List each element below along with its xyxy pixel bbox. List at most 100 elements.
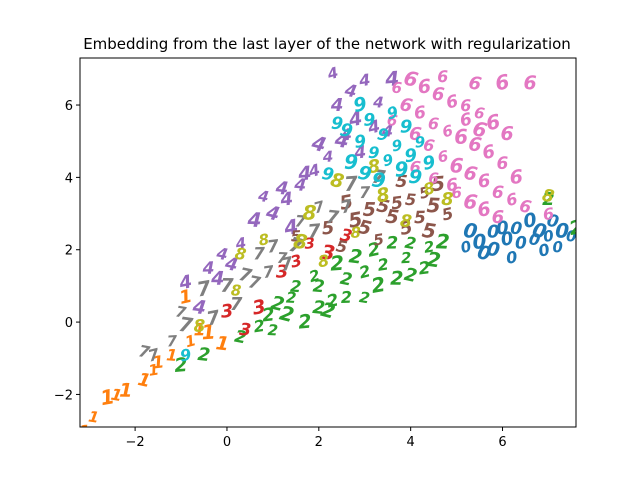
digit-4-point: 4 (278, 188, 294, 210)
digit-1-point: 1 (201, 319, 217, 344)
digit-5-point: 5 (362, 199, 376, 221)
digit-6-point: 6 (398, 94, 415, 117)
digit-6-point: 6 (496, 154, 508, 174)
digit-5-point: 5 (395, 172, 409, 193)
digit-1-point: 1 (193, 320, 205, 340)
axes-frame (79, 57, 577, 428)
y-tick-label: 0 (65, 316, 73, 331)
digit-5-point: 5 (338, 191, 355, 215)
digit-1-point: 1 (109, 385, 123, 406)
x-tick-label: 4 (407, 435, 415, 450)
digit-4-point: 4 (308, 130, 328, 157)
digit-0-point: 0 (566, 227, 577, 246)
digit-7-point: 7 (339, 196, 355, 218)
digit-5-point: 5 (356, 216, 374, 240)
digit-2-point: 2 (277, 301, 296, 328)
digit-6-point: 6 (493, 69, 511, 95)
digit-2-point: 2 (312, 276, 326, 297)
digit-8-point: 8 (193, 317, 205, 337)
digit-1-point: 1 (151, 352, 165, 373)
digit-9-point: 9 (400, 117, 413, 138)
digit-4-point: 4 (246, 208, 262, 233)
digit-4-point: 4 (332, 127, 350, 153)
digit-3-point: 3 (238, 320, 252, 341)
digit-9-point: 9 (407, 166, 423, 189)
digit-6-point: 6 (509, 166, 524, 189)
digit-3-point: 3 (304, 234, 315, 253)
digit-4-point: 4 (365, 117, 382, 139)
digit-9-point: 9 (330, 114, 344, 135)
digit-5-point: 5 (372, 230, 385, 249)
digit-6-point: 6 (437, 67, 449, 86)
digit-5-point: 5 (404, 190, 416, 210)
digit-3-point: 3 (320, 240, 337, 266)
digit-0-point: 0 (527, 229, 541, 250)
digit-0-point: 0 (545, 211, 561, 233)
digit-2-point: 2 (233, 327, 248, 349)
digit-4-point: 4 (281, 214, 300, 240)
digit-7-point: 7 (294, 211, 307, 231)
digit-4-point: 4 (306, 160, 322, 181)
digit-1-point: 1 (87, 407, 100, 426)
digit-6-point: 6 (458, 109, 474, 131)
digit-9-point: 9 (376, 124, 390, 145)
digit-7-point: 7 (359, 183, 372, 202)
digit-6-point: 6 (401, 65, 420, 92)
digit-0-point: 0 (459, 237, 474, 257)
digit-2-point: 2 (269, 292, 287, 316)
digit-6-point: 6 (449, 153, 464, 177)
digit-4-point: 4 (330, 95, 344, 116)
digit-7-point: 7 (195, 275, 213, 301)
digit-8-point: 8 (317, 251, 331, 271)
digit-4-point: 4 (263, 201, 282, 226)
digit-6-point: 6 (440, 121, 455, 141)
digit-3-point: 3 (276, 261, 289, 282)
digit-2-point: 2 (173, 354, 188, 377)
digit-2-point: 2 (369, 272, 387, 298)
digit-0-point: 0 (487, 222, 500, 243)
x-tick-label: 2 (315, 435, 323, 450)
digit-4-point: 4 (340, 125, 353, 144)
digit-6-point: 6 (491, 182, 505, 203)
y-tick-label: 2 (65, 244, 73, 259)
digit-6-point: 6 (428, 169, 439, 188)
digit-6-point: 6 (504, 189, 519, 210)
digit-6-point: 6 (467, 72, 484, 95)
digit-0-point: 0 (475, 241, 493, 265)
digit-8-point: 8 (441, 189, 454, 210)
digit-4-point: 4 (293, 175, 308, 196)
digit-6-point: 6 (523, 72, 537, 94)
digit-7-point: 7 (343, 171, 359, 196)
digit-7-point: 7 (266, 236, 280, 257)
digit-5-point: 5 (440, 204, 455, 225)
digit-0-point: 0 (542, 227, 555, 246)
digit-2-point: 2 (357, 261, 372, 282)
digit-5-point: 5 (321, 217, 336, 239)
digit-8-point: 8 (302, 200, 317, 224)
digit-6-point: 6 (462, 189, 479, 215)
digit-2-point: 2 (403, 233, 417, 254)
digit-2-point: 2 (348, 245, 364, 268)
digit-6-point: 6 (436, 147, 449, 166)
digit-4-point: 4 (222, 253, 240, 276)
digit-1-point: 1 (177, 286, 194, 309)
digit-1-point: 1 (136, 369, 153, 392)
digit-4-point: 4 (233, 234, 247, 254)
digit-2-point: 2 (297, 311, 312, 334)
x-axis-ticks: −2 0 2 4 6 (126, 427, 507, 450)
digit-6-point: 6 (476, 198, 493, 222)
digit-2-point: 2 (417, 258, 431, 279)
digit-8-point: 8 (292, 229, 309, 255)
digit-9-point: 9 (414, 133, 425, 152)
digit-6-point: 6 (484, 109, 502, 135)
digit-6-point: 6 (461, 162, 479, 186)
digit-2-point: 2 (329, 251, 345, 276)
digit-0-point: 0 (530, 217, 549, 244)
digit-2-point: 2 (423, 237, 436, 256)
digit-5-point: 5 (421, 218, 438, 244)
digit-3-point: 3 (251, 296, 268, 320)
digit-6-point: 6 (542, 204, 556, 224)
digit-6-point: 6 (444, 91, 460, 113)
digit-6-point: 6 (431, 84, 446, 106)
digit-0-point: 0 (495, 217, 510, 239)
